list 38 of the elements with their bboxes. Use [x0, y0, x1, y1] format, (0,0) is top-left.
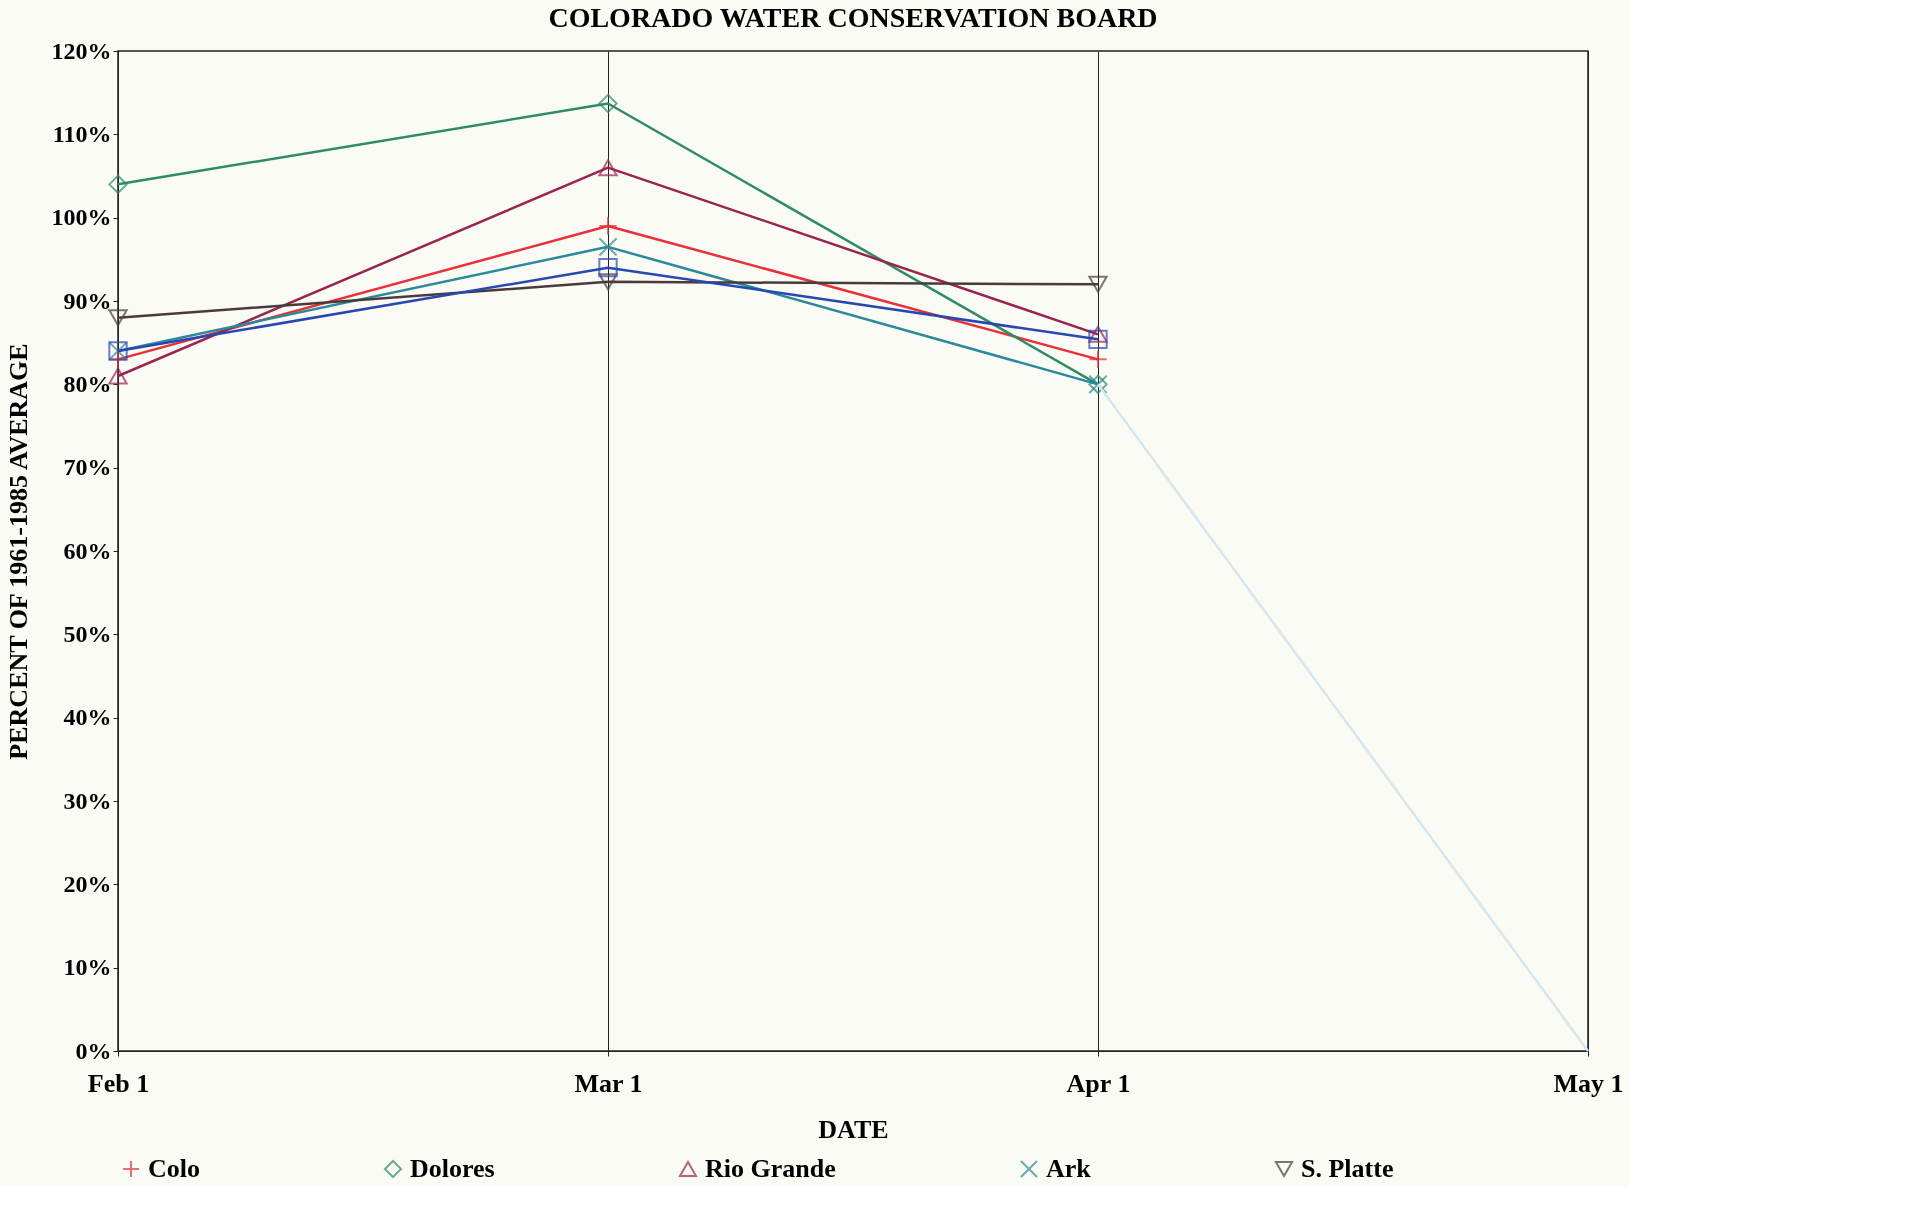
y-tick-label: 30% [63, 787, 112, 814]
x-tick-label: May 1 [1553, 1068, 1624, 1098]
y-tick-label: 20% [63, 870, 112, 897]
point [108, 309, 128, 327]
point [598, 93, 618, 114]
point [1088, 325, 1108, 343]
point [1088, 329, 1108, 349]
point [598, 237, 618, 257]
y-tick-label: 40% [63, 704, 112, 731]
x-tick-label: Apr 1 [1066, 1068, 1131, 1098]
y-tick-label: 0% [75, 1037, 112, 1064]
y-tick-label: 70% [63, 454, 112, 481]
y-tick-label: 10% [63, 954, 112, 981]
x-tick-label: Feb 1 [87, 1068, 150, 1098]
x-axis-title: DATE [818, 1114, 889, 1144]
point [1088, 349, 1108, 369]
legend-label: Colo [148, 1154, 200, 1183]
point [598, 216, 618, 236]
point [1088, 275, 1108, 293]
y-tick-label: 110% [52, 120, 112, 147]
y-tick-label: 60% [63, 537, 112, 564]
point [598, 273, 618, 291]
y-tick-label: 90% [63, 287, 112, 314]
point [598, 258, 618, 278]
legend-label: Ark [1046, 1154, 1092, 1183]
y-tick-label: 50% [63, 620, 112, 647]
point [598, 159, 618, 177]
legend-label: S. Platte [1301, 1154, 1394, 1183]
y-tick-label: 100% [51, 204, 112, 231]
y-axis-title: PERCENT OF 1961-1985 AVERAGE [3, 343, 33, 760]
legend-label: Rio Grande [705, 1154, 836, 1183]
point [108, 367, 128, 385]
x-tick-label: Mar 1 [574, 1068, 643, 1098]
legend-label: Dolores [410, 1154, 495, 1183]
chart-title: COLORADO WATER CONSERVATION BOARD [548, 2, 1158, 33]
y-tick-label: 120% [51, 37, 112, 64]
point [108, 174, 128, 194]
y-tick-label: 80% [63, 370, 112, 397]
